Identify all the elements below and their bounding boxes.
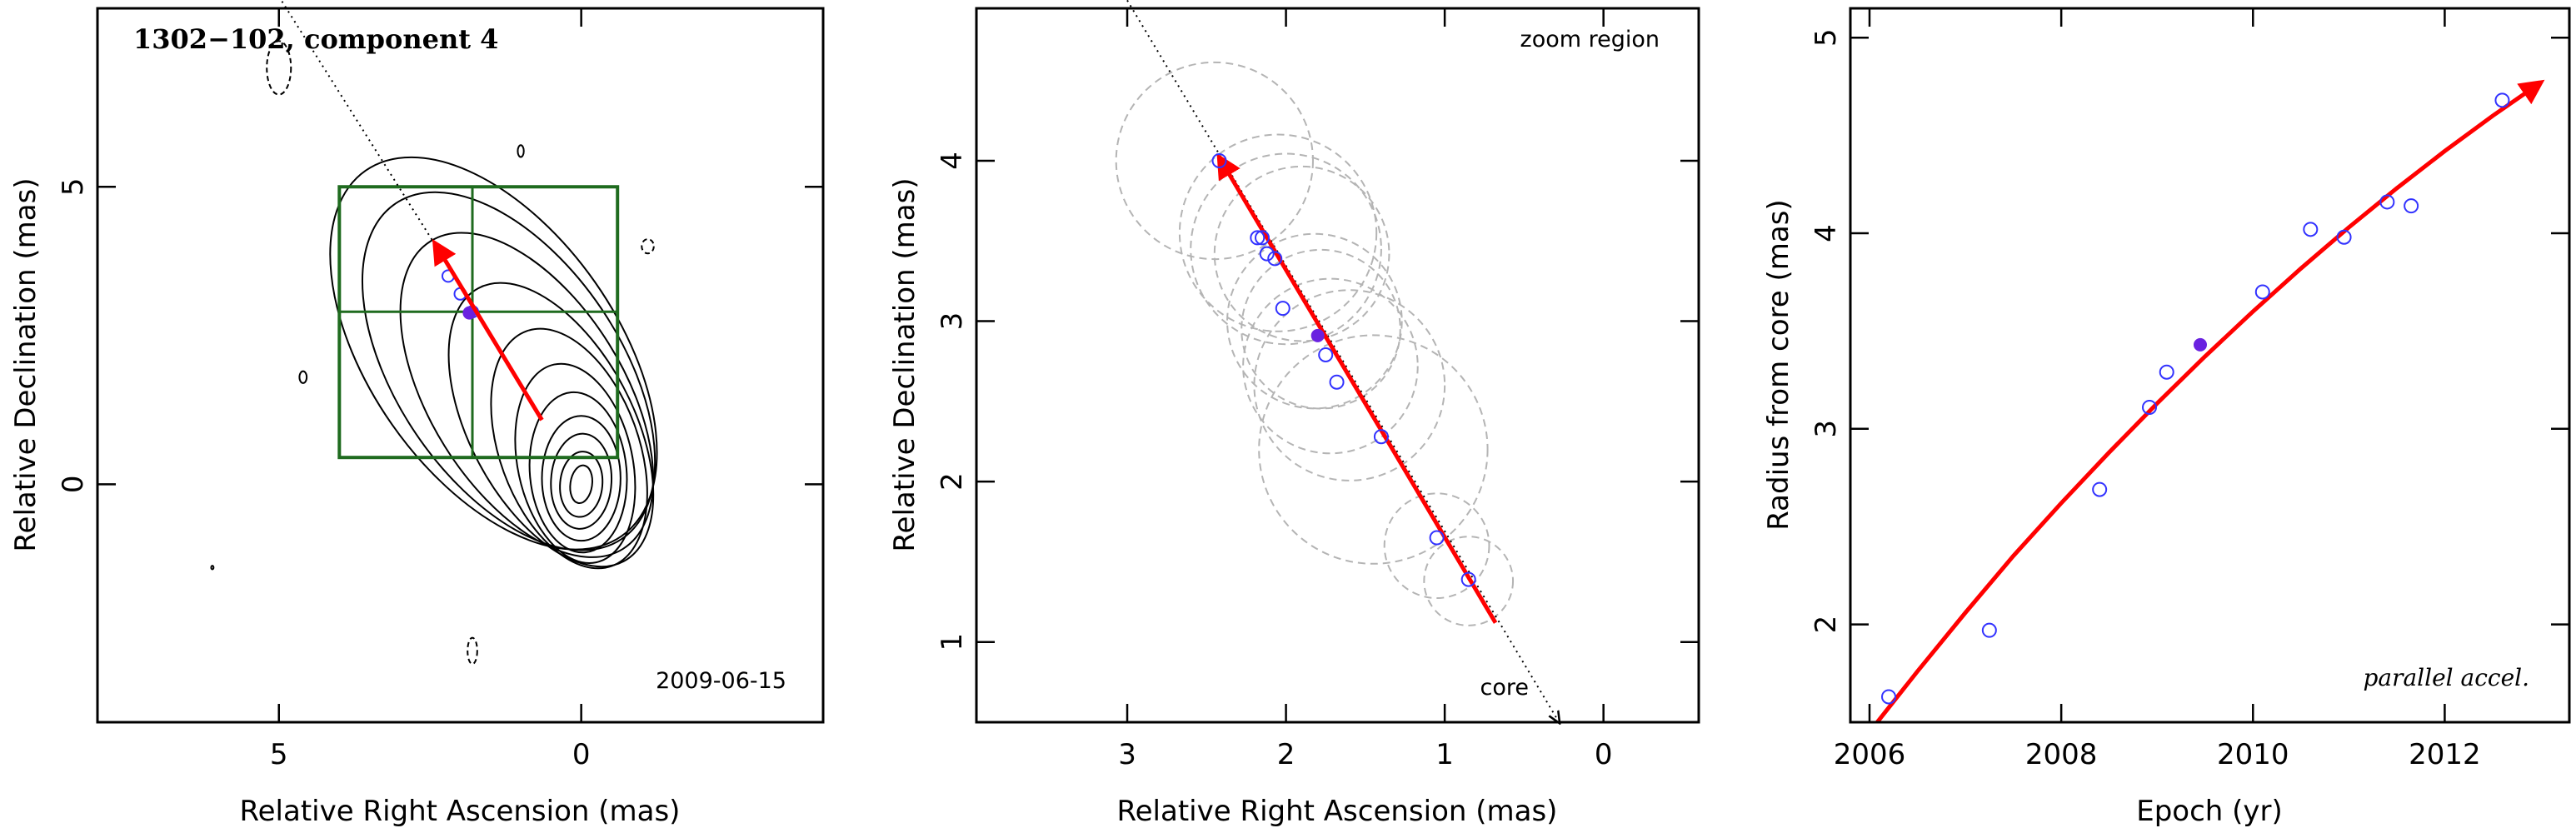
panel-3-radius-vs-epoch: 2006 2008 2010 2012 2 3 4 5 parallel accel. Epo… [1762, 7, 2571, 828]
panel-1-contour-map: 5 0 0 5 1302−102, component 4 2009-06-15 Re… [9, 0, 825, 828]
radius-measurement-point [2142, 399, 2158, 415]
panel-2-x-tick-label: 3 [1118, 738, 1136, 771]
panel-2-x-tick-label: 0 [1595, 738, 1613, 771]
position-uncertainty-circle [1383, 492, 1490, 600]
position-uncertainty-circle [1178, 133, 1378, 332]
contour-island [517, 144, 525, 158]
contour-level [550, 432, 613, 530]
contour-level [514, 362, 637, 564]
component-position [1329, 374, 1345, 390]
component-position [1318, 347, 1334, 362]
panel-3-x-tick-label: 2010 [2217, 738, 2289, 771]
panel-3-y-tick-label: 4 [1810, 224, 1843, 242]
component-position [1373, 429, 1389, 445]
component-position [1429, 530, 1445, 546]
contour-island [641, 238, 655, 255]
position-uncertainty-circle [1213, 165, 1390, 342]
panel-1-plot-content [210, 0, 658, 666]
contour-level [329, 156, 658, 551]
contour-level [569, 464, 593, 505]
radius-measurement-point [2494, 92, 2510, 108]
contour-level [528, 391, 628, 554]
panel-2-zoom-region: 3 2 1 0 1 2 3 4 zoom region core Relative Right… [888, 0, 1700, 828]
panel-1-y-axis-title: Relative Declination (mas) [9, 177, 42, 551]
panel-3-plot-content [1875, 79, 2545, 722]
panel-2-zoom-label: zoom region [1520, 27, 1660, 52]
radius-measurement-point [2336, 229, 2352, 245]
component-position [1259, 246, 1275, 262]
panel-2-y-tick-label: 3 [936, 312, 969, 331]
panel-1-y-tick-label: 5 [57, 177, 90, 196]
position-uncertainty-circle [1190, 152, 1382, 346]
panel-1-x-tick-label: 0 [572, 738, 591, 771]
contour-island [266, 40, 292, 96]
contour-level [559, 451, 604, 518]
panel-1-title: 1302−102, component 4 [133, 23, 498, 55]
radius-measurement-point [2303, 222, 2319, 237]
radius-measurement-point [2404, 198, 2419, 214]
position-uncertainty-circle [1253, 289, 1446, 481]
acceleration-fit-curve [1875, 79, 2545, 722]
panel-1-ticks: 5 0 0 5 [57, 8, 823, 771]
panel-3-x-tick-label: 2008 [2025, 738, 2098, 771]
radius-measurement-point [2159, 364, 2174, 380]
panel-3-x-tick-label: 2006 [1834, 738, 1906, 771]
panel-3-ticks: 2006 2008 2010 2012 2 3 4 5 [1810, 8, 2569, 771]
radius-measurement-point [1881, 689, 1897, 705]
panel-2-core-label: core [1480, 675, 1529, 701]
contour-level [399, 232, 655, 558]
panel-1-date-label: 2009-06-15 [656, 668, 786, 694]
panel-1-x-tick-label: 5 [270, 738, 288, 771]
panel-2-x-tick-label: 2 [1277, 738, 1295, 771]
radius-measurement-point [2254, 284, 2270, 300]
highlighted-epoch-point [2193, 337, 2207, 352]
velocity-fit-arrow [432, 238, 544, 421]
contour-level [541, 415, 622, 542]
panel-2-x-tick-label: 1 [1435, 738, 1454, 771]
radius-measurement-point [1981, 622, 1997, 638]
radius-measurement-point [2092, 481, 2108, 497]
position-uncertainty-circle [1258, 334, 1489, 565]
panel-1-x-axis-title: Relative Right Ascension (mas) [240, 795, 681, 828]
contour-level [490, 327, 648, 570]
panel-2-frame [975, 7, 1700, 724]
component-position [1275, 301, 1290, 317]
component-position [1254, 230, 1270, 246]
contour-island [467, 636, 478, 666]
component-position [1267, 251, 1283, 267]
panel-2-y-tick-label: 2 [936, 472, 969, 491]
contour-level [361, 191, 656, 551]
panel-3-x-tick-label: 2012 [2409, 738, 2481, 771]
panel-2-y-tick-label: 4 [936, 152, 969, 170]
panel-3-annotation: parallel accel. [2363, 664, 2529, 691]
highlighted-epoch-point [1310, 328, 1325, 342]
panel-3-y-axis-title: Radius from core (mas) [1762, 199, 1795, 530]
position-uncertainty-circle [1241, 248, 1401, 410]
panel-2-y-tick-label: 1 [936, 633, 969, 651]
panel-3-x-axis-title: Epoch (yr) [2136, 795, 2283, 828]
contour-island [210, 565, 215, 571]
zoom-box [337, 185, 620, 460]
velocity-fit-arrow [1216, 152, 1498, 624]
radius-measurement-point [2379, 194, 2395, 210]
panel-2-y-axis-title: Relative Declination (mas) [888, 177, 921, 551]
panel-2-x-axis-title: Relative Right Ascension (mas) [1117, 795, 1558, 828]
component-position [1250, 230, 1266, 246]
panel-2-plot-content [1115, 0, 1560, 722]
contour-level [447, 282, 655, 568]
panel-3-y-tick-label: 5 [1810, 28, 1843, 47]
jet-direction-line [280, 0, 437, 247]
panel-3-y-tick-label: 3 [1810, 420, 1843, 438]
panel-2-ticks: 3 2 1 0 1 2 3 4 [936, 8, 1699, 771]
direction-to-core-line [1126, 0, 1559, 722]
position-uncertainty-circle [1423, 536, 1515, 626]
component-position [1211, 152, 1227, 168]
panel-3-frame [1849, 7, 2571, 724]
panel-1-y-tick-label: 0 [57, 476, 90, 494]
contour-island [298, 370, 308, 384]
component-position [1460, 571, 1476, 587]
panel-1-frame [96, 7, 825, 724]
panel-3-y-tick-label: 2 [1810, 616, 1843, 634]
